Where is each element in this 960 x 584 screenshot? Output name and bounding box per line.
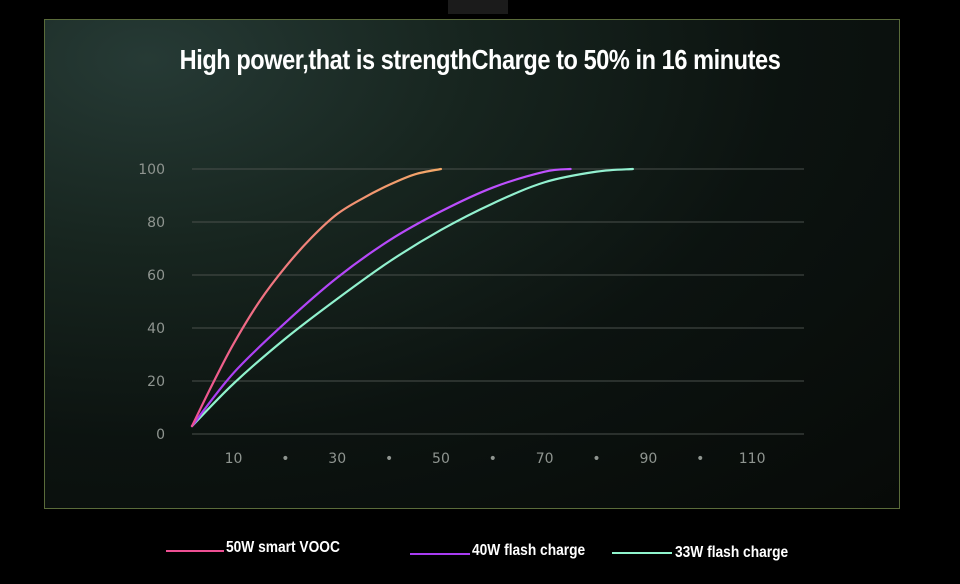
legend-line-50w — [166, 550, 224, 552]
x-tick-label: 70 — [536, 451, 554, 467]
x-tick-label: 30 — [328, 451, 346, 467]
y-tick-label: 80 — [147, 215, 165, 231]
top-notch — [448, 0, 508, 14]
series-line-2 — [190, 167, 634, 428]
legend-line-33w — [612, 552, 672, 554]
chart-panel — [44, 19, 900, 509]
x-tick-label: 50 — [432, 451, 450, 467]
x-tick-label: 10 — [225, 451, 243, 467]
y-tick-label: 100 — [138, 162, 165, 178]
y-tick-label: 40 — [147, 321, 165, 337]
y-axis-ticks: 0 20 40 60 80 100 — [138, 162, 165, 443]
x-axis-ticks: 10 • 30 • 50 • 70 • 90 • 110 — [225, 451, 766, 467]
legend-label-50w: 50W smart VOOC — [226, 539, 340, 556]
x-tick-label: • — [281, 451, 289, 467]
series-line-1 — [190, 167, 572, 428]
legend-line-40w — [410, 553, 470, 555]
x-tick-label: 110 — [739, 451, 766, 467]
series-lines — [190, 167, 634, 428]
x-tick-label: • — [385, 451, 393, 467]
legend-label-33w: 33W flash charge — [675, 544, 789, 561]
legend-label-40w: 40W flash charge — [472, 542, 586, 559]
y-tick-label: 0 — [156, 427, 165, 443]
x-tick-label: • — [696, 451, 704, 467]
gridlines — [192, 168, 804, 435]
x-tick-label: • — [489, 451, 497, 467]
series-line-0 — [190, 167, 443, 428]
y-tick-label: 60 — [147, 268, 165, 284]
x-tick-label: • — [592, 451, 600, 467]
y-tick-label: 20 — [147, 374, 165, 390]
x-tick-label: 90 — [639, 451, 657, 467]
chart-title: High power,that is strengthCharge to 50%… — [179, 44, 781, 75]
